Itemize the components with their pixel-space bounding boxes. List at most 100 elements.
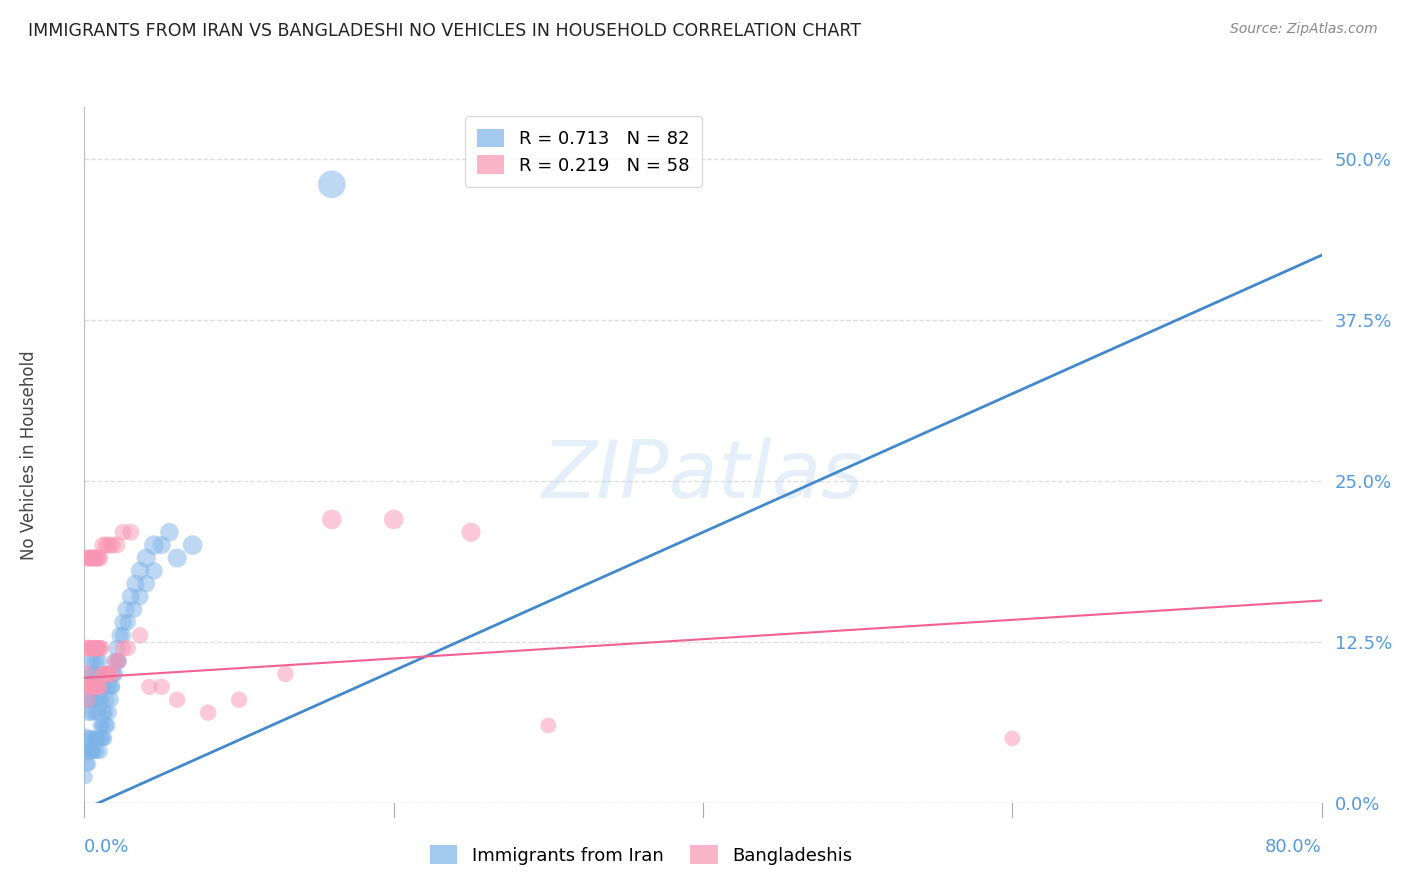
Point: [75, 731, 97, 746]
Point: [76, 641, 98, 656]
Point: [274, 667, 297, 681]
Point: [129, 564, 152, 578]
Point: [105, 538, 128, 552]
Point: [150, 538, 173, 552]
Point: [89, 718, 111, 732]
Point: [76, 692, 98, 706]
Point: [112, 525, 135, 540]
Point: [135, 576, 157, 591]
Point: [115, 602, 138, 616]
Point: [321, 178, 343, 192]
Point: [86, 551, 108, 566]
Point: [77, 680, 100, 694]
Point: [82, 641, 104, 656]
Point: [129, 590, 152, 604]
Point: [89, 551, 111, 566]
Point: [382, 512, 405, 526]
Point: [87, 680, 110, 694]
Point: [82, 744, 104, 758]
Point: [77, 731, 100, 746]
Point: [107, 654, 129, 668]
Point: [84, 680, 107, 694]
Point: [93, 731, 115, 746]
Point: [98, 538, 121, 552]
Point: [101, 538, 124, 552]
Point: [86, 692, 108, 706]
Point: [90, 718, 112, 732]
Point: [104, 654, 127, 668]
Point: [82, 551, 104, 566]
Point: [101, 667, 124, 681]
Point: [135, 551, 157, 566]
Text: 0.0%: 0.0%: [84, 838, 129, 855]
Point: [89, 744, 111, 758]
Point: [84, 667, 107, 681]
Point: [181, 538, 204, 552]
Point: [84, 641, 107, 656]
Point: [79, 744, 101, 758]
Point: [82, 706, 104, 720]
Point: [197, 706, 219, 720]
Point: [150, 680, 173, 694]
Point: [138, 680, 160, 694]
Point: [83, 680, 105, 694]
Point: [94, 667, 117, 681]
Point: [82, 731, 104, 746]
Point: [77, 667, 100, 681]
Point: [104, 654, 127, 668]
Point: [93, 706, 115, 720]
Point: [83, 692, 105, 706]
Point: [112, 628, 135, 642]
Point: [84, 731, 107, 746]
Text: ZIPatlas: ZIPatlas: [541, 437, 865, 515]
Point: [105, 641, 128, 656]
Point: [77, 706, 100, 720]
Point: [100, 692, 122, 706]
Point: [83, 551, 105, 566]
Point: [143, 564, 166, 578]
Point: [120, 590, 142, 604]
Point: [76, 692, 98, 706]
Point: [166, 692, 188, 706]
Point: [84, 706, 107, 720]
Text: IMMIGRANTS FROM IRAN VS BANGLADESHI NO VEHICLES IN HOUSEHOLD CORRELATION CHART: IMMIGRANTS FROM IRAN VS BANGLADESHI NO V…: [28, 22, 860, 40]
Point: [228, 692, 250, 706]
Point: [129, 628, 152, 642]
Point: [87, 667, 110, 681]
Point: [79, 654, 101, 668]
Point: [90, 641, 112, 656]
Point: [94, 538, 117, 552]
Point: [94, 706, 117, 720]
Point: [82, 667, 104, 681]
Text: Source: ZipAtlas.com: Source: ZipAtlas.com: [1230, 22, 1378, 37]
Point: [120, 525, 142, 540]
Point: [86, 641, 108, 656]
Point: [90, 731, 112, 746]
Point: [460, 525, 482, 540]
Point: [101, 680, 124, 694]
Point: [79, 692, 101, 706]
Point: [84, 731, 107, 746]
Point: [91, 731, 114, 746]
Point: [75, 770, 97, 784]
Point: [87, 731, 110, 746]
Point: [97, 718, 120, 732]
Point: [87, 551, 110, 566]
Point: [537, 718, 560, 732]
Point: [117, 615, 139, 630]
Point: [107, 654, 129, 668]
Point: [101, 680, 124, 694]
Point: [91, 667, 114, 681]
Point: [75, 667, 97, 681]
Point: [79, 680, 101, 694]
Point: [98, 706, 121, 720]
Point: [97, 667, 120, 681]
Point: [77, 551, 100, 566]
Point: [83, 641, 105, 656]
Point: [86, 654, 108, 668]
Point: [112, 615, 135, 630]
Point: [98, 680, 121, 694]
Point: [122, 602, 145, 616]
Point: [79, 744, 101, 758]
Point: [91, 718, 114, 732]
